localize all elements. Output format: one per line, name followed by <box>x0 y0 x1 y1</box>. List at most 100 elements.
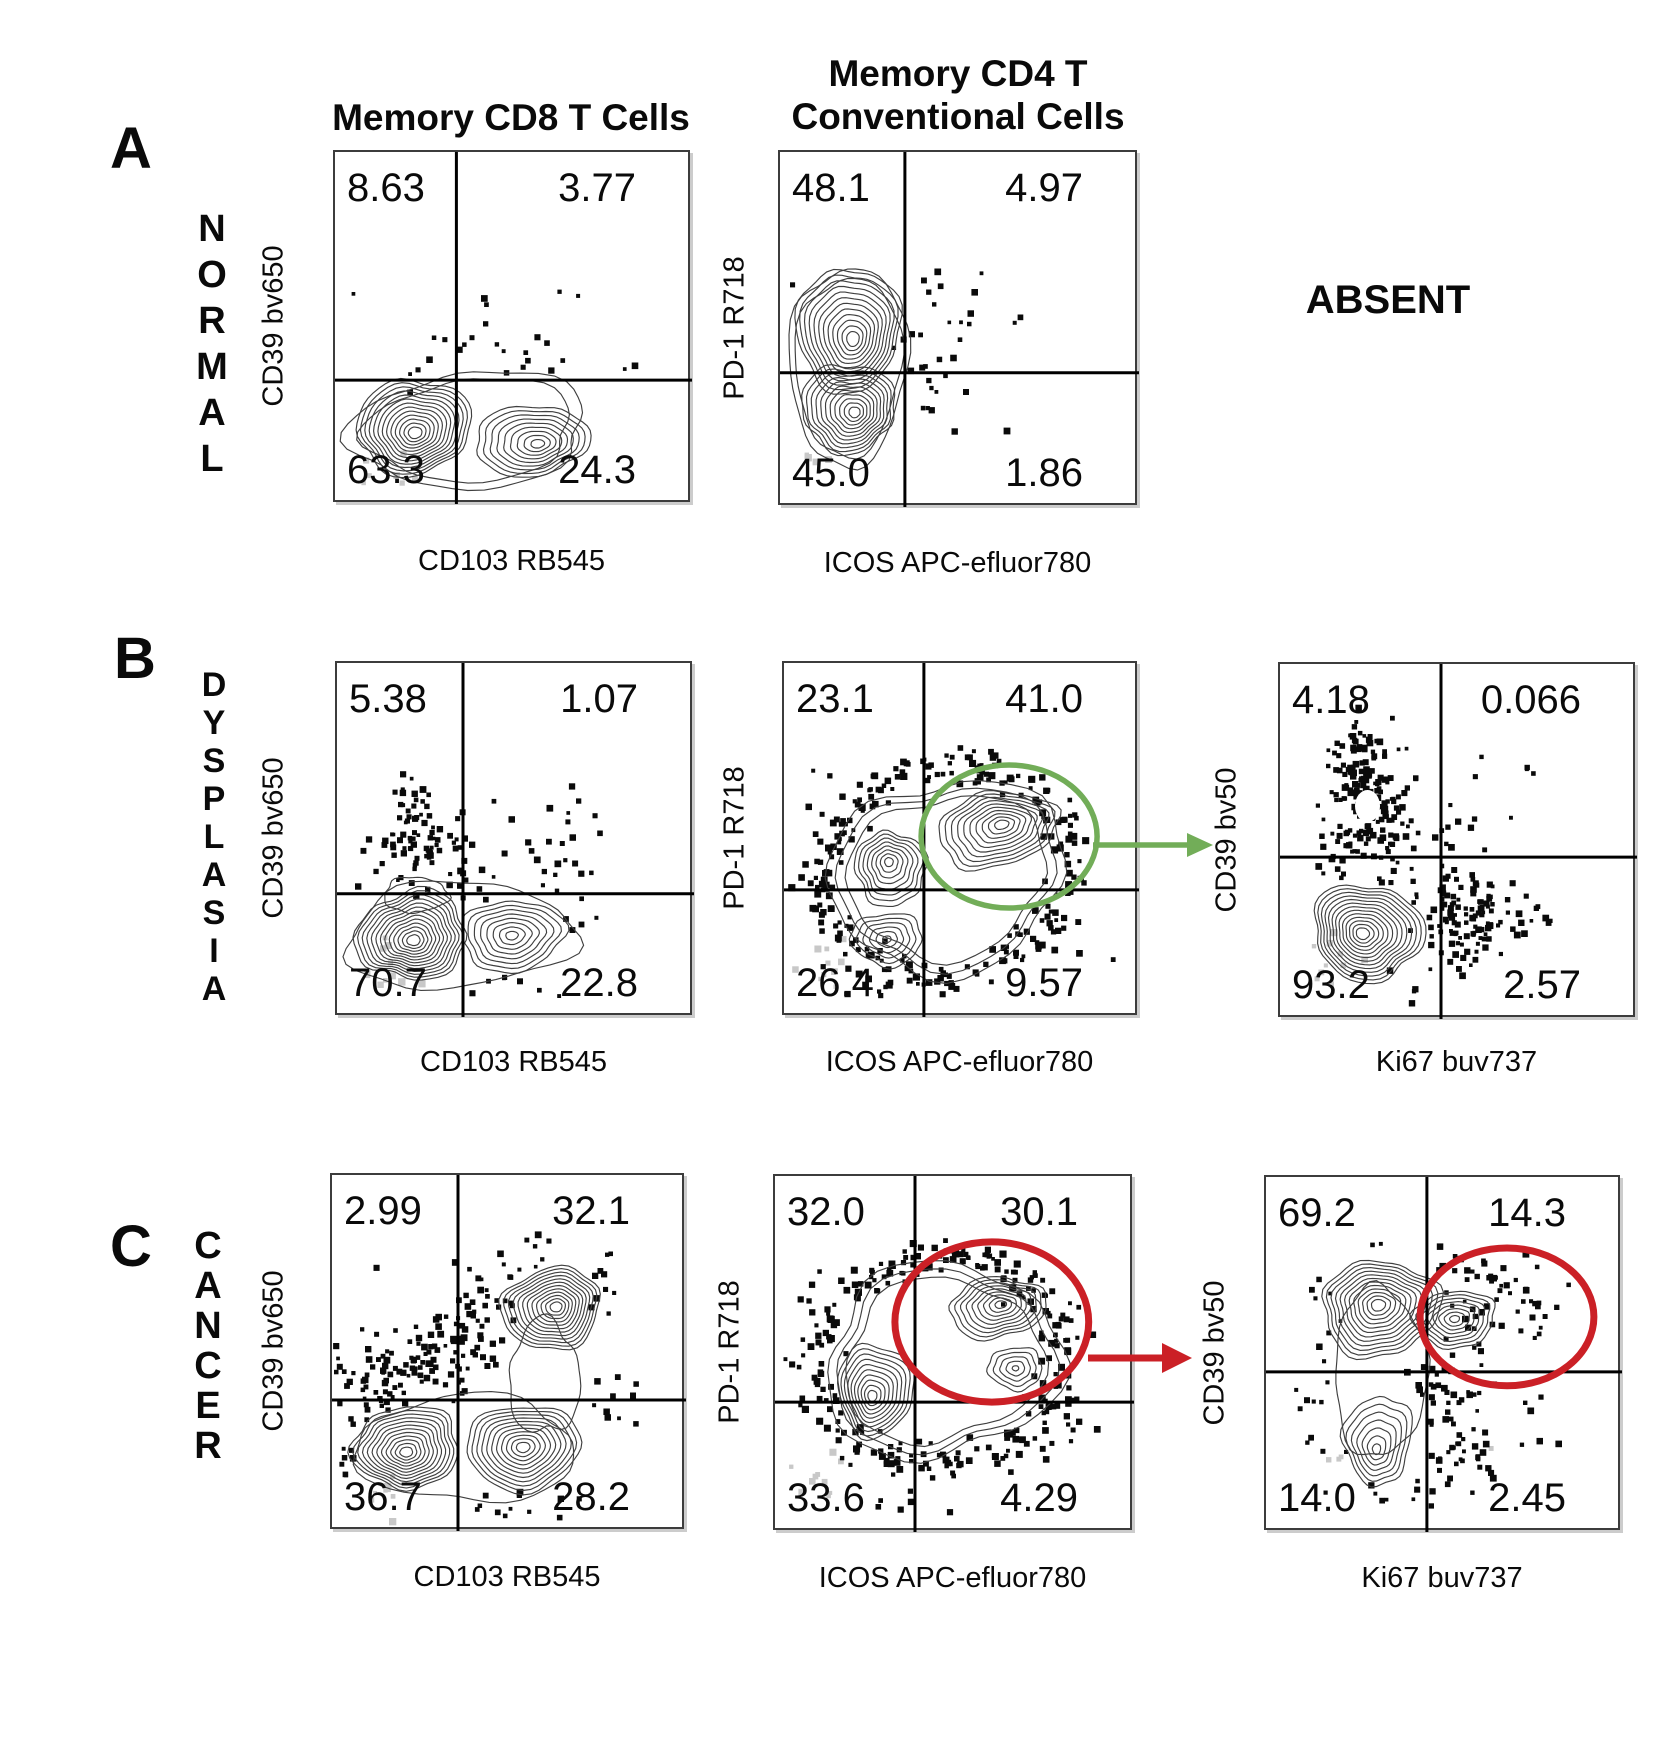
row-letter: S <box>202 742 226 780</box>
plot-canvas <box>332 1175 686 1531</box>
y-axis-label: CD39 bv50 <box>1198 1279 1231 1426</box>
flow-plot-c3-cd39-vs-ki67: 69.2 14.3 14.0 2.45 Ki67 buv737 CD39 bv5… <box>1199 1175 1622 1594</box>
row-letter: A <box>201 856 227 894</box>
panel-letter-a: A <box>110 116 152 181</box>
plot-canvas <box>784 663 1139 1017</box>
row-letter: S <box>202 894 226 932</box>
contour-rings <box>342 876 585 991</box>
row-letter: P <box>202 780 226 818</box>
contour-rings <box>824 780 1068 985</box>
row-letter: N <box>198 208 226 250</box>
y-axis-label: PD-1 R718 <box>713 1280 746 1424</box>
quadrant-value-upper-right: 14.3 <box>1488 1191 1566 1235</box>
quadrant-value-upper-left: 5.38 <box>349 677 427 721</box>
quadrant-value-lower-left: 26.4 <box>796 961 874 1005</box>
quadrant-value-lower-left: 45.0 <box>792 451 870 495</box>
flow-plot-b3-cd39-vs-ki67: 4.18 0.066 93.2 2.57 Ki67 buv737 CD39 bv… <box>1211 662 1637 1078</box>
quadrant-value-lower-right: 4.29 <box>1000 1476 1078 1520</box>
quadrant-gate-lines <box>775 1176 1134 1532</box>
row-letter: L <box>200 438 224 480</box>
quadrant-value-upper-right: 41.0 <box>1005 677 1083 721</box>
row-letter: D <box>201 666 227 704</box>
scatter-dots <box>1294 1241 1571 1509</box>
contour-rings <box>827 1260 1071 1464</box>
contour-rings <box>788 268 912 471</box>
row-letter: R <box>198 300 226 342</box>
y-axis-label: CD39 bv650 <box>257 757 290 919</box>
density-hole <box>1355 790 1380 822</box>
scatter-dots <box>1311 704 1553 1007</box>
flow-plot-a2-pd1-vs-icos: 48.1 4.97 45.0 1.86 ICOS APC-efluor780 P… <box>719 150 1139 579</box>
plot-canvas <box>335 152 692 504</box>
quadrant-value-lower-left: 93.2 <box>1292 963 1370 1007</box>
contour-rings <box>339 371 592 492</box>
red-gate-ellipse <box>1416 1244 1598 1390</box>
row-letter: A <box>198 392 226 434</box>
quadrant-value-lower-left: 14.0 <box>1278 1476 1356 1520</box>
flow-plot-a1-cd39-vs-cd103: 8.63 3.77 63.3 24.3 CD103 RB545 CD39 bv6… <box>258 150 692 577</box>
quadrant-gate-lines <box>332 1175 686 1531</box>
quadrant-value-upper-left: 4.18 <box>1292 678 1370 722</box>
quadrant-gate-lines <box>780 152 1139 507</box>
quadrant-value-lower-left: 63.3 <box>347 448 425 492</box>
contour-rings <box>1321 1259 1496 1488</box>
quadrant-value-upper-left: 32.0 <box>787 1190 865 1234</box>
x-axis-label: CD103 RB545 <box>420 1046 607 1078</box>
x-axis-label: ICOS APC-efluor780 <box>825 1046 1094 1078</box>
column-title-line1: Memory CD4 T <box>828 53 1088 94</box>
quadrant-value-lower-left: 36.7 <box>344 1475 422 1519</box>
row-letter: I <box>209 932 219 970</box>
row-letter: C <box>194 1345 222 1387</box>
quadrant-value-upper-left: 8.63 <box>347 166 425 210</box>
absent-label: ABSENT <box>1305 278 1471 322</box>
row-letter: Y <box>202 704 226 742</box>
x-axis-label: Ki67 buv737 <box>1375 1046 1538 1078</box>
y-axis-label: PD-1 R718 <box>718 766 751 910</box>
row-letter: N <box>194 1305 222 1347</box>
row-letter: L <box>203 818 225 856</box>
panel-letter-c: C <box>110 1214 152 1279</box>
flow-plot-b2-pd1-vs-icos: 23.1 41.0 26.4 9.57 ICOS APC-efluor780 P… <box>719 661 1139 1078</box>
scatter-dots <box>333 1231 639 1526</box>
quadrant-value-upper-left: 69.2 <box>1278 1191 1356 1235</box>
y-axis-label: CD39 bv650 <box>257 1270 290 1432</box>
column-title-memory-cd8: Memory CD8 T Cells <box>332 97 690 138</box>
flow-plot-c1-cd39-vs-cd103: 2.99 32.1 36.7 28.2 CD103 RB545 CD39 bv6… <box>258 1173 686 1593</box>
quadrant-value-upper-left: 23.1 <box>796 677 874 721</box>
flow-plot-c2-pd1-vs-icos: 32.0 30.1 33.6 4.29 ICOS APC-efluor780 P… <box>714 1174 1134 1594</box>
scatter-dots <box>351 289 639 486</box>
quadrant-value-lower-left: 70.7 <box>349 961 427 1005</box>
row-letter: R <box>194 1425 222 1467</box>
row-letter: E <box>195 1385 221 1427</box>
column-title-memory-cd4: Memory CD4 T Conventional Cells <box>758 52 1158 138</box>
quadrant-value-upper-right: 32.1 <box>552 1189 630 1233</box>
y-axis-label: CD39 bv50 <box>1210 766 1243 913</box>
plot-canvas <box>1266 1177 1622 1532</box>
x-axis-label: ICOS APC-efluor780 <box>818 1562 1087 1594</box>
red-gate-ellipse <box>891 1238 1093 1406</box>
row-letter: M <box>196 346 228 388</box>
row-letter: A <box>201 970 227 1008</box>
quadrant-value-lower-right: 1.86 <box>1005 451 1083 495</box>
row-letter: O <box>197 254 227 296</box>
quadrant-value-lower-right: 28.2 <box>552 1475 630 1519</box>
row-letter: A <box>194 1265 222 1307</box>
plot-canvas <box>775 1176 1134 1532</box>
quadrant-value-lower-right: 9.57 <box>1005 961 1083 1005</box>
scatter-dots <box>783 1238 1101 1516</box>
x-axis-label: CD103 RB545 <box>418 545 605 577</box>
quadrant-value-upper-right: 3.77 <box>558 166 636 210</box>
panel-letter-b: B <box>114 626 156 691</box>
plot-canvas <box>1280 664 1637 1019</box>
plot-canvas <box>780 152 1139 507</box>
plot-canvas <box>337 663 694 1017</box>
quadrant-value-upper-right: 30.1 <box>1000 1190 1078 1234</box>
scatter-dots <box>790 268 1024 466</box>
y-axis-label: PD-1 R718 <box>718 255 751 400</box>
column-title-line2: Conventional Cells <box>791 96 1125 137</box>
x-axis-label: ICOS APC-efluor780 <box>823 547 1092 579</box>
